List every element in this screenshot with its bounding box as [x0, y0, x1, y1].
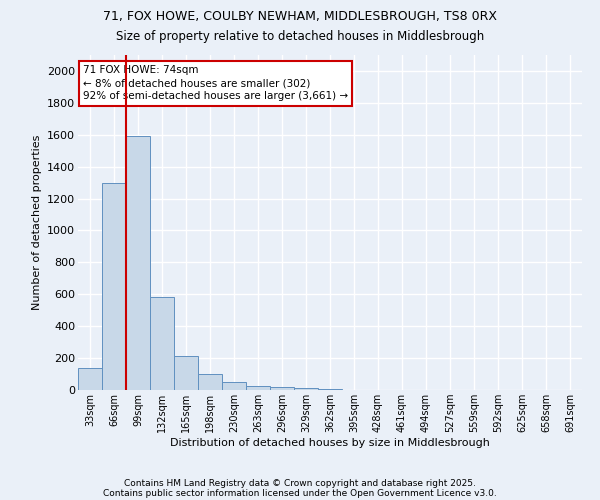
Bar	[126, 136, 150, 390]
Bar	[150, 298, 174, 390]
Bar	[270, 387, 294, 390]
Bar	[78, 368, 102, 390]
Text: Size of property relative to detached houses in Middlesbrough: Size of property relative to detached ho…	[116, 30, 484, 43]
Text: Contains HM Land Registry data © Crown copyright and database right 2025.: Contains HM Land Registry data © Crown c…	[124, 478, 476, 488]
Bar	[318, 388, 342, 390]
Bar	[102, 182, 126, 390]
Text: Contains public sector information licensed under the Open Government Licence v3: Contains public sector information licen…	[103, 488, 497, 498]
Bar	[174, 356, 198, 390]
Bar	[222, 382, 246, 390]
Text: 71, FOX HOWE, COULBY NEWHAM, MIDDLESBROUGH, TS8 0RX: 71, FOX HOWE, COULBY NEWHAM, MIDDLESBROU…	[103, 10, 497, 23]
Bar	[294, 388, 318, 390]
Text: 71 FOX HOWE: 74sqm
← 8% of detached houses are smaller (302)
92% of semi-detache: 71 FOX HOWE: 74sqm ← 8% of detached hous…	[83, 65, 348, 102]
Bar	[198, 374, 222, 390]
Y-axis label: Number of detached properties: Number of detached properties	[32, 135, 41, 310]
Bar	[246, 386, 270, 390]
X-axis label: Distribution of detached houses by size in Middlesbrough: Distribution of detached houses by size …	[170, 438, 490, 448]
